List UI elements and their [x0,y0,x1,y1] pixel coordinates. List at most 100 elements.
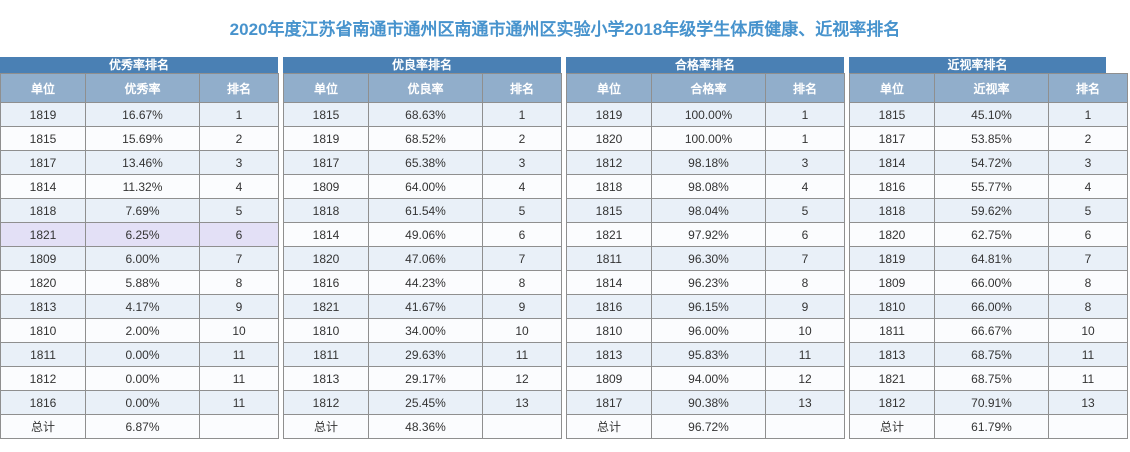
unit-cell: 1812 [849,390,935,415]
table-row[interactable]: 1817 53.85% 2 [849,126,1128,151]
table-row[interactable]: 1820 62.75% 6 [849,222,1128,247]
rate-cell: 64.81% [934,246,1049,271]
rate-cell: 70.91% [934,390,1049,415]
table-row[interactable]: 1816 96.15% 9 [566,294,845,319]
table-row[interactable]: 1820 5.88% 8 [0,270,279,295]
rank-cell: 8 [765,270,845,295]
rank-cell: 8 [1048,270,1128,295]
table-row[interactable]: 1814 96.23% 8 [566,270,845,295]
table-row[interactable]: 1813 68.75% 11 [849,342,1128,367]
rate-cell: 68.52% [368,126,483,151]
table-row[interactable]: 1812 25.45% 13 [283,390,562,415]
unit-cell: 1818 [283,198,369,223]
unit-cell: 1813 [0,294,86,319]
table-row[interactable]: 1821 41.67% 9 [283,294,562,319]
table-row[interactable]: 1819 16.67% 1 [0,102,279,127]
total-row: 总计 6.87% [0,414,279,439]
rank-cell: 13 [1048,390,1128,415]
table-row[interactable]: 1818 7.69% 5 [0,198,279,223]
table-row[interactable]: 1812 70.91% 13 [849,390,1128,415]
table-row[interactable]: 1810 66.00% 8 [849,294,1128,319]
rank-cell: 11 [199,366,279,391]
table-row[interactable]: 1821 97.92% 6 [566,222,845,247]
table-row[interactable]: 1816 44.23% 8 [283,270,562,295]
table-row[interactable]: 1815 98.04% 5 [566,198,845,223]
unit-cell: 1813 [283,366,369,391]
unit-cell: 1811 [849,318,935,343]
rank-cell: 7 [1048,246,1128,271]
rate-cell: 98.08% [651,174,766,199]
table-row[interactable]: 1816 55.77% 4 [849,174,1128,199]
table-row[interactable]: 1821 68.75% 11 [849,366,1128,391]
unit-cell: 1820 [566,126,652,151]
table-row[interactable]: 1810 96.00% 10 [566,318,845,343]
table-row[interactable]: 1815 15.69% 2 [0,126,279,151]
table-row[interactable]: 1812 0.00% 11 [0,366,279,391]
table-row[interactable]: 1811 0.00% 11 [0,342,279,367]
table-row[interactable]: 1818 59.62% 5 [849,198,1128,223]
column-header: 排名 [1048,73,1128,103]
total-label: 总计 [283,414,369,439]
unit-cell: 1815 [849,102,935,127]
table-row[interactable]: 1816 0.00% 11 [0,390,279,415]
unit-cell: 1816 [0,390,86,415]
table-row[interactable]: 1815 45.10% 1 [849,102,1128,127]
rate-cell: 96.00% [651,318,766,343]
rank-cell: 6 [482,222,562,247]
table-row[interactable]: 1819 64.81% 7 [849,246,1128,271]
table-row[interactable]: 1809 94.00% 12 [566,366,845,391]
rank-cell: 10 [482,318,562,343]
rank-cell: 5 [199,198,279,223]
table-row[interactable]: 1814 49.06% 6 [283,222,562,247]
table-row[interactable]: 1817 13.46% 3 [0,150,279,175]
unit-cell: 1816 [283,270,369,295]
table-row[interactable]: 1820 100.00% 1 [566,126,845,151]
table-row[interactable]: 1814 11.32% 4 [0,174,279,199]
rank-cell: 9 [482,294,562,319]
table-row[interactable]: 1813 95.83% 11 [566,342,845,367]
table-row[interactable]: 1811 96.30% 7 [566,246,845,271]
unit-cell: 1809 [849,270,935,295]
table-row[interactable]: 1809 66.00% 8 [849,270,1128,295]
table-row[interactable]: 1818 98.08% 4 [566,174,845,199]
table-row[interactable]: 1819 68.52% 2 [283,126,562,151]
table-row[interactable]: 1812 98.18% 3 [566,150,845,175]
unit-cell: 1809 [566,366,652,391]
table-row[interactable]: 1819 100.00% 1 [566,102,845,127]
rate-cell: 45.10% [934,102,1049,127]
unit-cell: 1821 [283,294,369,319]
rate-cell: 6.00% [85,246,200,271]
rank-cell: 11 [1048,366,1128,391]
unit-cell: 1810 [283,318,369,343]
page-title: 2020年度江苏省南通市通州区南通市通州区实验小学2018年级学生体质健康、近视… [229,20,901,39]
table-row[interactable]: 1817 65.38% 3 [283,150,562,175]
column-header: 单位 [849,73,935,103]
table-row[interactable]: 1810 34.00% 10 [283,318,562,343]
rate-cell: 49.06% [368,222,483,247]
table-row[interactable]: 1810 2.00% 10 [0,318,279,343]
table-row[interactable]: 1811 66.67% 10 [849,318,1128,343]
rate-cell: 61.54% [368,198,483,223]
column-header-row: 单位 合格率 排名 [566,73,845,103]
table-row[interactable]: 1811 29.63% 11 [283,342,562,367]
table-title-myopia-rate: 近视率排名 [849,57,1106,73]
table-row[interactable]: 1809 6.00% 7 [0,246,279,271]
table-row[interactable]: 1814 54.72% 3 [849,150,1128,175]
table-row[interactable]: 1817 90.38% 13 [566,390,845,415]
table-row[interactable]: 1821 6.25% 6 [0,222,279,247]
unit-cell: 1819 [849,246,935,271]
total-value: 6.87% [85,414,200,439]
rank-cell: 6 [199,222,279,247]
table-row[interactable]: 1818 61.54% 5 [283,198,562,223]
rank-cell: 11 [765,342,845,367]
table-row[interactable]: 1813 29.17% 12 [283,366,562,391]
table-row[interactable]: 1809 64.00% 4 [283,174,562,199]
table-row[interactable]: 1813 4.17% 9 [0,294,279,319]
table-title-good-rate: 优良率排名 [283,57,561,73]
table-row[interactable]: 1815 68.63% 1 [283,102,562,127]
rank-cell: 1 [199,102,279,127]
rank-cell: 4 [199,174,279,199]
rate-cell: 68.75% [934,366,1049,391]
table-row[interactable]: 1820 47.06% 7 [283,246,562,271]
rate-cell: 66.67% [934,318,1049,343]
